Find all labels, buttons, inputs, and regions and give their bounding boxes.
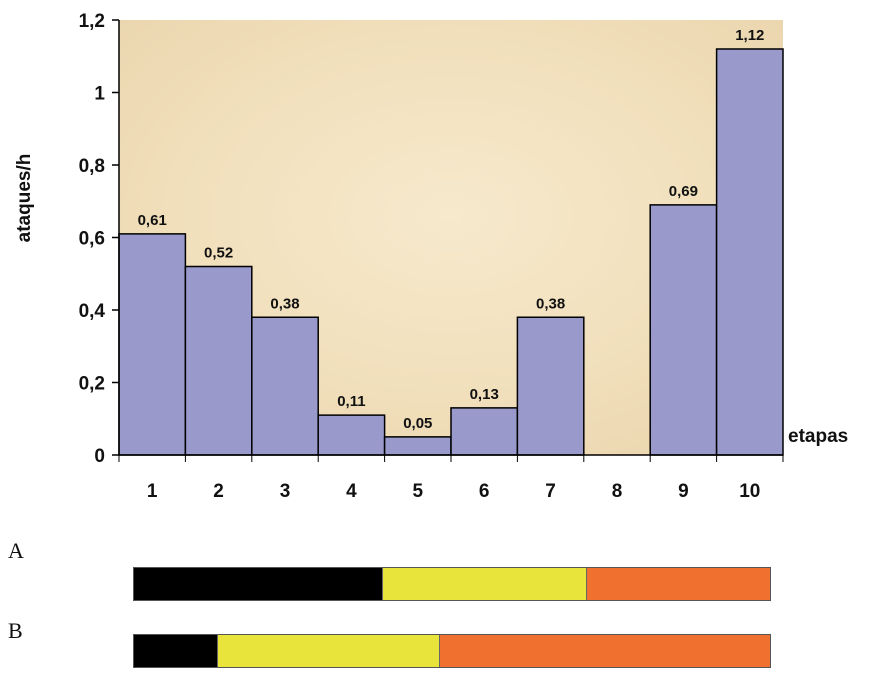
x-tick-label-9: 9 [678, 481, 689, 502]
bar-chart: 0,610,520,380,110,050,130,380,691,12 00,… [14, 11, 848, 502]
y-tick-label: 0,4 [79, 301, 106, 322]
x-tick-label-1: 1 [147, 481, 158, 502]
y-tick-label: 0 [94, 446, 105, 467]
y-tick-label: 0,6 [79, 229, 105, 250]
x-tick-label-8: 8 [612, 481, 623, 502]
bar-1 [118, 233, 187, 456]
condition-bar-b [133, 634, 771, 668]
y-tick-label: 1 [94, 84, 105, 105]
segment-3 [585, 568, 770, 600]
bar-5 [383, 436, 452, 456]
panel-label-a: A [8, 538, 24, 563]
bar-9 [649, 204, 718, 456]
y-tick-label: 0,2 [79, 374, 105, 395]
value-label-6: 0,13 [470, 386, 499, 403]
value-label-10: 1,12 [735, 27, 764, 44]
x-tick-label-7: 7 [545, 481, 556, 502]
x-tick-label-10: 10 [739, 481, 760, 502]
value-label-9: 0,69 [669, 183, 698, 200]
x-tick-label-4: 4 [346, 481, 357, 502]
value-label-2: 0,52 [204, 245, 233, 262]
y-tick-label: 0,8 [79, 156, 105, 177]
bar-7 [516, 316, 585, 456]
bar-10 [715, 48, 784, 456]
y-tick-label: 1,2 [79, 11, 105, 32]
value-label-7: 0,38 [536, 295, 565, 312]
x-tick-label-2: 2 [213, 481, 224, 502]
bar-6 [450, 407, 519, 456]
segment-1 [134, 635, 217, 667]
x-axis-title: etapas [788, 426, 848, 447]
value-label-5: 0,05 [403, 415, 432, 432]
x-tick-label-5: 5 [413, 481, 424, 502]
x-tick-label-3: 3 [280, 481, 291, 502]
value-label-4: 0,11 [337, 393, 365, 410]
panel-label-b: B [8, 618, 23, 643]
segment-2 [382, 568, 586, 600]
value-label-1: 0,61 [138, 212, 167, 229]
segment-2 [216, 635, 440, 667]
segment-3 [439, 635, 770, 667]
x-tick-label-6: 6 [479, 481, 490, 502]
condition-bar-a [133, 567, 771, 601]
bar-3 [251, 316, 319, 456]
bar-2 [184, 265, 253, 456]
value-label-3: 0,38 [270, 295, 299, 312]
segment-1 [134, 568, 383, 600]
bar-4 [317, 414, 386, 456]
y-axis-title: ataques/h [14, 154, 35, 243]
